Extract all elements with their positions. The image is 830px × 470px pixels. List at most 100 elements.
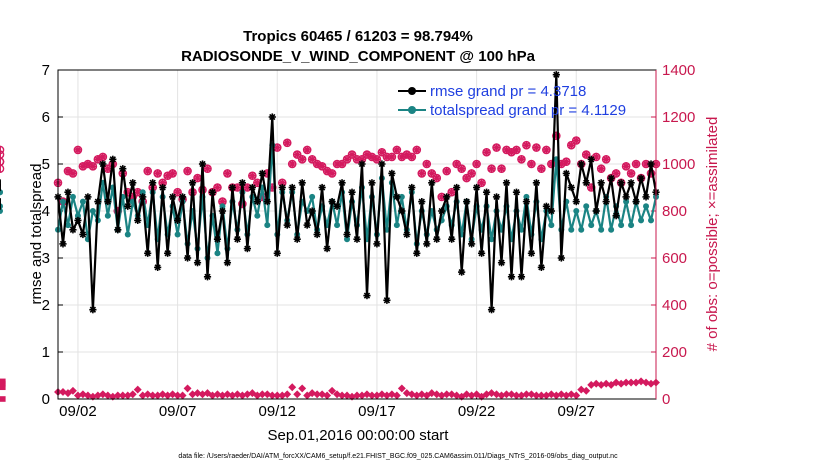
obs-assimilated-point	[353, 391, 361, 400]
obs-possible-point	[173, 187, 182, 197]
obs-possible-star	[372, 155, 381, 164]
rmse-point	[258, 169, 266, 177]
rmse-point	[403, 230, 411, 239]
legend-spread-marker	[408, 106, 416, 114]
obs-possible-star-stroke	[313, 160, 321, 168]
spread-point	[89, 208, 96, 214]
spread-point	[638, 217, 645, 224]
rmse-point	[129, 179, 137, 187]
rmse-point	[388, 169, 396, 177]
obs-assimilated-point	[0, 380, 6, 387]
rmse-point	[567, 183, 575, 192]
rmse-point-stroke	[348, 189, 356, 196]
obs-possible-star-stroke	[64, 167, 72, 175]
obs-possible-star	[612, 169, 621, 178]
obs-possible-star-stroke	[169, 169, 177, 177]
rmse-point-stroke	[209, 189, 216, 196]
rmse-point	[338, 179, 346, 187]
rmse-point-stroke	[254, 198, 261, 205]
rmse-point-stroke	[259, 170, 266, 177]
rmse-point	[413, 249, 421, 257]
rmse-point	[79, 230, 87, 239]
rmse-point	[188, 179, 197, 187]
rmse-point-stroke	[473, 184, 480, 191]
rmse-point	[438, 207, 446, 215]
obs-possible-star-stroke	[597, 165, 605, 173]
rmse-point	[193, 259, 202, 267]
rmse-point	[592, 207, 600, 215]
rmse-point	[288, 183, 296, 192]
obs-possible-point	[427, 169, 437, 178]
rmse-point-stroke	[627, 179, 635, 186]
obs-possible-star	[517, 155, 526, 164]
obs-possible-point	[467, 169, 476, 178]
spread-point	[174, 231, 181, 238]
obs-possible-star-stroke	[74, 146, 82, 154]
y-right-tick-label: 400	[662, 297, 687, 314]
rmse-point	[617, 179, 625, 187]
obs-possible-star-stroke	[308, 155, 316, 163]
obs-assimilated-point	[178, 391, 187, 400]
rmse-point	[139, 193, 147, 201]
obs-assimilated-point	[293, 390, 302, 399]
rmse-point-stroke	[308, 207, 316, 215]
rmse-point-stroke	[598, 179, 605, 186]
obs-possible-star-stroke	[303, 146, 311, 154]
obs-possible-point	[317, 162, 327, 171]
rmse-point-stroke	[343, 231, 351, 238]
obs-possible-point	[442, 166, 452, 176]
rmse-point	[178, 193, 187, 201]
rmse-point-stroke	[523, 198, 530, 205]
rmse-point	[109, 155, 117, 163]
obs-possible-star-stroke	[408, 153, 416, 161]
obs-possible-point	[487, 164, 496, 173]
rmse-point	[248, 183, 256, 192]
y-left-tick-label: 0	[42, 391, 50, 408]
rmse-point	[492, 193, 501, 201]
obs-possible-star	[462, 174, 471, 183]
obs-possible-point	[482, 147, 491, 157]
rmse-point	[458, 268, 466, 276]
obs-possible-star-stroke	[323, 167, 331, 175]
spread-point	[568, 226, 575, 233]
obs-possible-star	[522, 141, 531, 150]
obs-possible-star-stroke	[443, 167, 451, 175]
obs-possible-star-stroke	[542, 146, 550, 154]
obs-possible-star	[632, 160, 641, 168]
obs-possible-point	[83, 159, 93, 169]
obs-assimilated-point	[328, 386, 337, 395]
rmse-point-stroke	[408, 184, 415, 191]
spread-point	[608, 226, 615, 233]
obs-assimilated-point	[133, 385, 142, 394]
rmse-point-stroke	[134, 217, 141, 224]
y-axis-left-label: rmse and totalspread	[28, 164, 45, 305]
rmse-point-stroke	[224, 259, 231, 266]
rmse-point	[637, 174, 645, 182]
obs-assimilated-point	[572, 391, 581, 400]
obs-possible-star-stroke	[233, 184, 241, 191]
obs-possible-star	[472, 160, 481, 168]
rmse-point	[497, 259, 506, 267]
rmse-point-stroke	[154, 264, 161, 271]
obs-assimilated-point	[323, 391, 332, 400]
obs-possible-star-stroke	[473, 160, 481, 168]
obs-possible-star	[218, 197, 227, 206]
rmse-point-stroke	[398, 207, 406, 215]
obs-possible-point	[397, 152, 407, 162]
obs-possible-star-stroke	[273, 144, 281, 151]
rmse-point-stroke	[498, 259, 505, 266]
rmse-point	[208, 188, 217, 196]
rmse-point	[308, 207, 316, 215]
rmse-point-stroke	[219, 207, 226, 215]
rmse-point	[114, 226, 122, 234]
spread-point	[393, 222, 400, 229]
obs-possible-point	[631, 159, 641, 169]
rmse-point-stroke	[378, 160, 386, 168]
obs-possible-point	[537, 164, 546, 173]
obs-possible-star-stroke	[288, 160, 296, 168]
obs-possible-star-stroke	[393, 146, 401, 154]
rmse-point-stroke	[573, 198, 580, 205]
obs-possible-point	[477, 178, 486, 188]
rmse-point	[368, 179, 376, 187]
rmse-point	[64, 188, 72, 196]
